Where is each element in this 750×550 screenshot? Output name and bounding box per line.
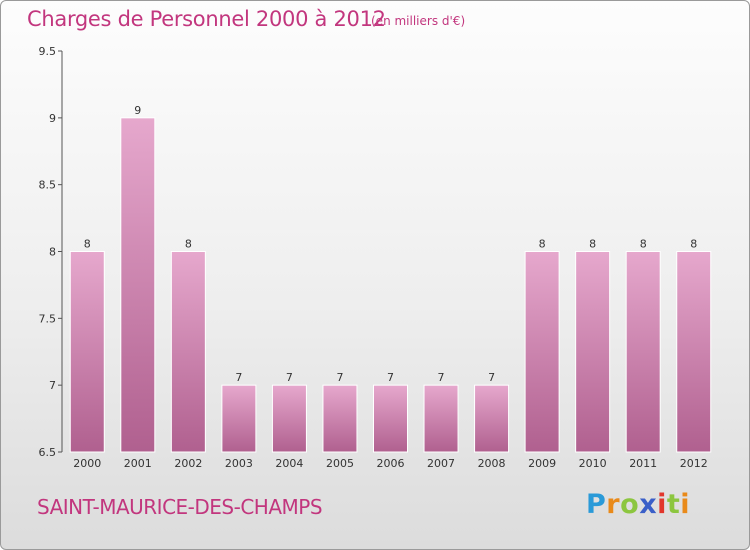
x-tick-label: 2009 (528, 457, 556, 470)
data-label: 7 (438, 371, 445, 384)
x-tick-label: 2003 (225, 457, 253, 470)
bar-2001 (120, 117, 156, 453)
bar-2003 (221, 384, 257, 453)
bar-2012 (676, 251, 712, 453)
x-tick-label: 2006 (377, 457, 405, 470)
data-label: 8 (589, 238, 596, 251)
data-label: 8 (539, 238, 546, 251)
bar-2008 (474, 384, 510, 453)
data-label: 7 (387, 371, 394, 384)
x-tick-label: 2002 (174, 457, 202, 470)
bar-2007 (423, 384, 459, 453)
chart-title: Charges de Personnel 2000 à 2012 (27, 7, 386, 31)
data-label: 8 (640, 238, 647, 251)
proxiti-logo: Proxiti (586, 489, 691, 520)
data-label: 7 (336, 371, 343, 384)
data-label: 7 (488, 371, 495, 384)
y-tick-label: 9 (49, 112, 56, 125)
y-tick-label: 8 (49, 246, 56, 259)
bar-2005 (322, 384, 358, 453)
y-tick-label: 7 (49, 379, 56, 392)
x-tick-label: 2005 (326, 457, 354, 470)
data-label: 7 (235, 371, 242, 384)
y-tick-label: 7.5 (39, 312, 57, 325)
x-tick-label: 2004 (275, 457, 303, 470)
data-label: 8 (84, 238, 91, 251)
bar-2010 (575, 251, 611, 453)
x-tick-label: 2001 (124, 457, 152, 470)
x-tick-label: 2012 (680, 457, 708, 470)
bar-2000 (69, 251, 105, 453)
y-tick-label: 8.5 (39, 179, 57, 192)
bar-2009 (524, 251, 560, 453)
y-tick-label: 9.5 (39, 45, 57, 58)
bar-2004 (271, 384, 307, 453)
x-tick-label: 2008 (478, 457, 506, 470)
data-label: 8 (185, 238, 192, 251)
data-label: 7 (286, 371, 293, 384)
x-tick-label: 2007 (427, 457, 455, 470)
bar-2002 (170, 251, 206, 453)
y-tick-label: 6.5 (39, 446, 57, 459)
x-tick-label: 2010 (579, 457, 607, 470)
data-label: 9 (134, 104, 141, 117)
bar-2006 (373, 384, 408, 453)
bar-2011 (625, 251, 661, 453)
data-label: 8 (690, 238, 697, 251)
x-tick-label: 2011 (629, 457, 657, 470)
chart-subtitle: (en milliers d'€) (371, 14, 466, 28)
x-tick-label: 2000 (73, 457, 101, 470)
commune-name: SAINT-MAURICE-DES-CHAMPS (37, 495, 323, 519)
